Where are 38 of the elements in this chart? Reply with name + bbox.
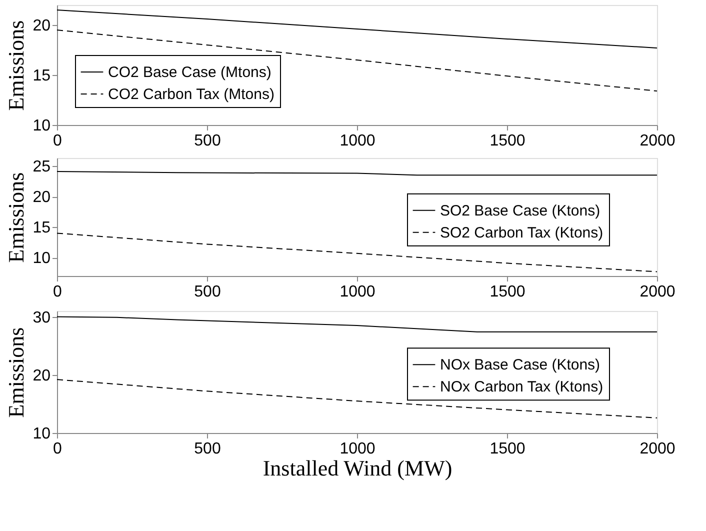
x-tick-label: 1000: [340, 132, 376, 150]
x-tick-label: 2000: [640, 440, 676, 458]
x-tick-label: 500: [194, 440, 221, 458]
y-tick-label: 30: [32, 309, 51, 326]
legend-label: SO2 Base Case (Ktons): [440, 202, 600, 220]
y-axis-title: Emissions: [4, 172, 29, 263]
y-tick-label: 25: [32, 158, 51, 176]
legend-label: CO2 Carbon Tax (Mtons): [108, 86, 274, 103]
x-tick-label: 1000: [340, 284, 376, 300]
x-axis-title: Installed Wind (MW): [262, 456, 452, 480]
y-tick-label: 20: [32, 367, 51, 384]
legend-label: NOx Carbon Tax (Ktons): [440, 378, 604, 396]
y-tick-label: 15: [32, 220, 51, 237]
x-tick-label: 1000: [340, 440, 376, 458]
x-tick-label: 2000: [640, 284, 676, 300]
y-axis-title: Emissions: [4, 327, 29, 418]
x-tick-label: 1500: [490, 132, 526, 150]
x-tick-label: 2000: [640, 132, 676, 150]
y-tick-label: 10: [32, 426, 51, 442]
y-axis-title: Emissions: [4, 20, 29, 111]
y-tick-label: 10: [32, 250, 51, 268]
legend-label: CO2 Base Case (Mtons): [108, 64, 272, 81]
y-tick-label: 20: [32, 18, 51, 34]
line-series: [56, 10, 658, 48]
x-tick-label: 0: [53, 284, 62, 300]
legend-label: NOx Base Case (Ktons): [440, 356, 600, 374]
x-tick-label: 0: [53, 440, 62, 458]
legend-label: SO2 Carbon Tax (Ktons): [440, 224, 604, 242]
x-tick-label: 0: [53, 132, 62, 150]
line-series: [56, 379, 658, 418]
y-tick-label: 20: [32, 189, 51, 206]
y-tick-label: 10: [32, 118, 51, 134]
line-series: [56, 316, 658, 332]
y-tick-label: 15: [32, 68, 51, 84]
x-tick-label: 500: [194, 284, 221, 300]
x-tick-label: 1500: [490, 284, 526, 300]
x-tick-label: 1500: [490, 440, 526, 458]
x-tick-label: 500: [194, 132, 221, 150]
